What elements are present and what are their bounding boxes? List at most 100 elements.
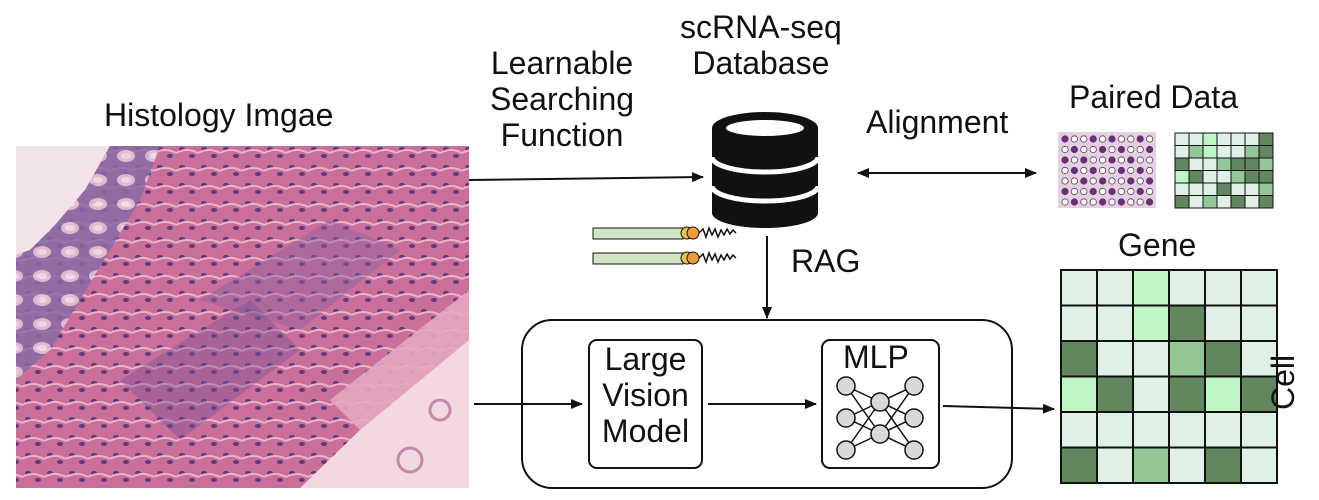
expression-cell [1188,145,1204,159]
database-icon [709,112,821,228]
lvm-label: Large Vision Model [601,341,690,449]
expression-cell [1244,157,1260,171]
spot [1108,198,1116,206]
nn-node [836,440,856,460]
expression-cell [1202,145,1218,159]
expression-cell [1188,170,1204,184]
mlp-box [821,339,940,469]
expression-cell [1202,170,1218,184]
gene-cell [1060,446,1098,484]
spot [1146,145,1154,154]
nn-node [870,424,890,444]
gene-matrix [1060,269,1278,484]
spot [1136,177,1144,185]
expression-cell [1230,170,1246,184]
expression-cell [1188,182,1204,196]
nn-node [870,392,890,412]
expression-cell [1174,170,1190,184]
expression-cell [1188,157,1204,171]
gene-cell [1132,411,1170,449]
spot [1146,166,1154,175]
spot [1089,135,1097,143]
gene-cell [1096,304,1134,342]
gene-cell [1240,269,1278,307]
spot [1080,166,1088,175]
spot [1080,177,1088,185]
spot [1080,156,1088,164]
spot-grid-icon [1058,132,1156,208]
mlp-to-gene-arrow [942,403,1055,414]
expression-cell [1244,170,1260,184]
gene-cell [1132,446,1170,484]
spot [1136,135,1144,143]
expression-cell [1230,157,1246,171]
expression-cell [1174,195,1190,209]
database-label: scRNA-seq Database [680,9,842,81]
expression-cell [1216,157,1232,171]
gene-cell [1060,375,1098,413]
spot [1080,145,1088,154]
nn-node [904,408,924,428]
expression-cell [1258,182,1274,196]
expression-cell [1188,195,1204,209]
spot [1127,135,1135,143]
expression-cell [1230,182,1246,196]
spot [1108,187,1116,196]
expression-cell [1230,132,1246,146]
spot [1070,135,1079,143]
expression-cell [1230,145,1246,159]
expression-cell [1216,182,1232,196]
gene-cell [1204,446,1242,484]
spot [1070,187,1079,196]
spot [1099,166,1107,175]
spot [1061,177,1069,185]
spot [1080,198,1088,206]
spot [1070,166,1079,175]
spot [1146,177,1154,185]
spot [1099,187,1107,196]
spot [1099,145,1107,154]
neural-network-icon [836,376,924,460]
gene-cell [1060,411,1098,449]
expression-cell [1244,182,1260,196]
spot [1136,145,1144,154]
spot [1070,145,1079,154]
search-arrow [468,172,704,183]
expression-cell [1230,195,1246,209]
gene-cell [1240,411,1278,449]
spot [1136,166,1144,175]
expression-cell [1202,182,1218,196]
expression-cell [1202,195,1218,209]
gene-cell [1204,304,1242,342]
gene-cell [1240,340,1278,378]
expression-cell [1216,132,1232,146]
spot [1127,156,1135,164]
spot [1089,198,1097,206]
spot [1061,145,1069,154]
gene-cell [1168,269,1206,307]
spot [1099,156,1107,164]
mlp-label: MLP [843,339,909,375]
spot [1089,145,1097,154]
spot [1089,156,1097,164]
expression-cell [1244,195,1260,209]
spot [1061,135,1069,143]
gene-cell [1132,340,1170,378]
spot [1117,177,1126,185]
gene-cell [1168,375,1206,413]
nn-node [836,376,856,396]
spot [1070,156,1079,164]
spot [1136,198,1144,206]
gene-cell [1168,446,1206,484]
gene-cell [1096,411,1134,449]
expression-cell [1244,132,1260,146]
spot [1061,187,1069,196]
spot [1089,187,1097,196]
spot [1070,177,1079,185]
spot [1089,166,1097,175]
gene-cell [1096,446,1134,484]
spot [1099,135,1107,143]
expression-grid-icon [1174,132,1274,209]
gene-cell [1240,304,1278,342]
expression-cell [1244,145,1260,159]
